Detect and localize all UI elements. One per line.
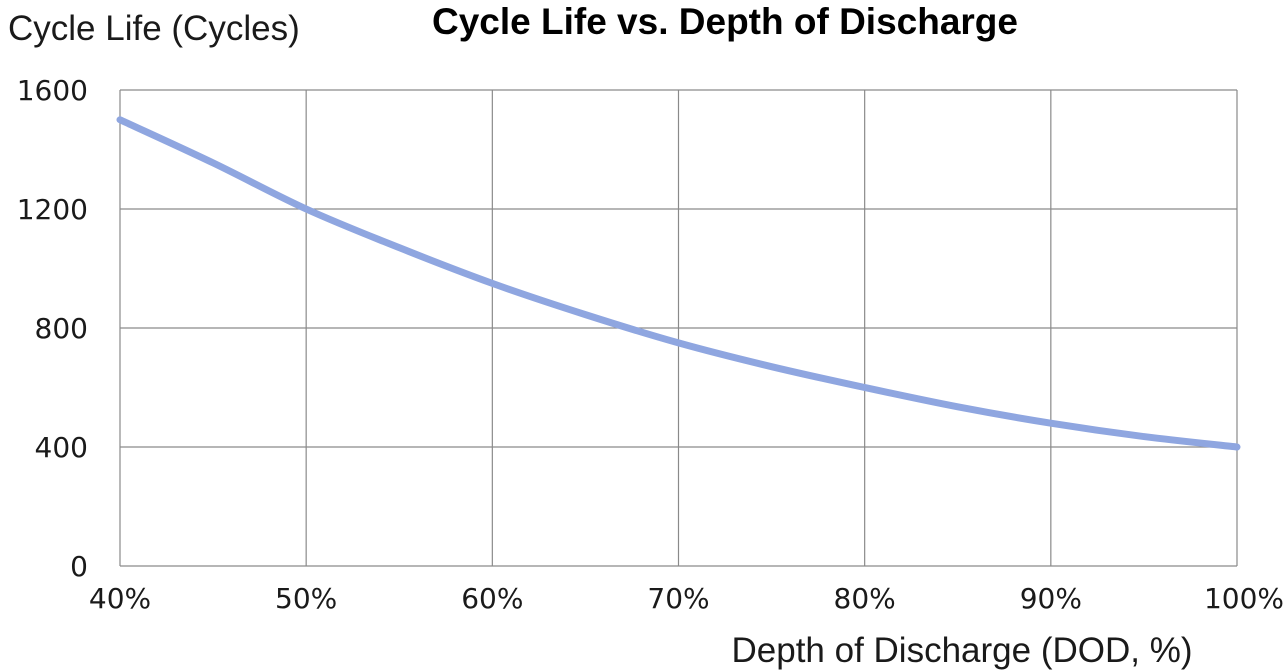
y-tick-label: 0 (70, 550, 88, 583)
series-group (116, 116, 1241, 451)
y-tick-label: 800 (35, 312, 88, 345)
y-tick-label: 1200 (17, 193, 88, 226)
chart-title: Cycle Life vs. Depth of Discharge (432, 1, 1018, 42)
x-tick-label: 80% (834, 582, 896, 615)
y-tick-label: 1600 (17, 74, 88, 107)
series-line-0 (116, 116, 1241, 451)
y-axis-label: Cycle Life (Cycles) (8, 9, 300, 48)
y-tick-labels: 0 400 800 1200 1600 (17, 74, 88, 583)
x-tick-label: 50% (275, 582, 337, 615)
x-tick-labels: 40% 50% 60% 70% 80% 90% 100% (89, 582, 1284, 615)
x-axis-label: Depth of Discharge (DOD, %) (732, 631, 1193, 670)
x-tick-label: 60% (461, 582, 523, 615)
x-tick-label: 40% (89, 582, 151, 615)
x-tick-label: 90% (1020, 582, 1082, 615)
x-tick-label: 70% (647, 582, 709, 615)
x-tick-label: 100% (1204, 582, 1284, 615)
y-tick-label: 400 (35, 431, 88, 464)
grid (119, 89, 1238, 567)
